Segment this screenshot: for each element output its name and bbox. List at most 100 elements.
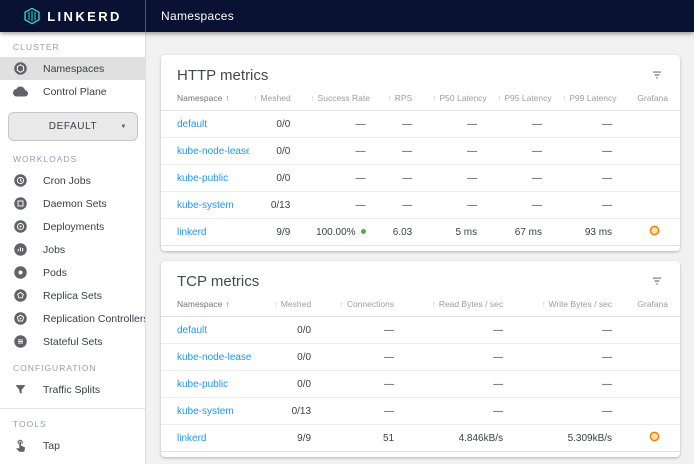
namespace-link[interactable]: default <box>177 118 208 130</box>
namespace-link[interactable]: kube-system <box>177 199 234 211</box>
meshed-cell: 0/0 <box>254 343 328 371</box>
column-header-read-bytes[interactable]: ↑ Read Bytes / sec <box>410 292 520 317</box>
p99-cell: — <box>558 164 629 192</box>
sidebar-item-label: Cron Jobs <box>43 174 91 187</box>
table-row: default 0/0 — — — <box>161 316 680 344</box>
tcp-metrics-card: TCP metrics Namespace ↑ ↑ Meshed ↑ Connecti… <box>161 261 680 457</box>
sidebar-section-cluster: CLUSTER <box>13 42 60 52</box>
table-row: kube-system 0/13 — — — — — <box>161 191 680 219</box>
write-bytes-cell: — <box>519 370 629 398</box>
write-bytes-cell: 5.309kB/s <box>519 424 629 452</box>
table-header-row: Namespace ↑ ↑ Meshed ↑ Success Rate ↑ RPS ↑ P… <box>161 86 680 111</box>
table-row: linkerd 9/9 100.00% 6.03 5 ms 67 ms 93 m… <box>161 218 680 246</box>
namespace-selector-value: DEFAULT <box>48 121 98 132</box>
sidebar-item-namespaces[interactable]: Namespaces <box>0 57 145 80</box>
column-header-p99[interactable]: ↑ P99 Latency <box>558 86 629 111</box>
p99-cell: — <box>558 191 629 219</box>
sort-asc-icon: ↑ <box>225 299 230 309</box>
sidebar-item-deployments[interactable]: Deployments <box>0 215 145 238</box>
sidebar-item-top[interactable]: Top <box>0 457 145 464</box>
namespace-link[interactable]: kube-public <box>177 378 229 390</box>
sort-asc-icon: ↑ <box>339 299 344 309</box>
sidebar-item-pods[interactable]: Pods <box>0 261 145 284</box>
success-status-dot <box>360 228 366 234</box>
sort-asc-icon: ↑ <box>541 299 546 309</box>
column-header-connections[interactable]: ↑ Connections <box>327 292 411 317</box>
p50-cell: — <box>428 137 494 165</box>
namespace-link[interactable]: kube-system <box>177 405 234 417</box>
filter-icon[interactable] <box>648 272 666 290</box>
column-header-p50[interactable]: ↑ P50 Latency <box>428 86 494 111</box>
http-metrics-table: Namespace ↑ ↑ Meshed ↑ Success Rate ↑ RPS ↑ P… <box>161 86 680 246</box>
success-rate-cell: 100.00% <box>306 218 382 246</box>
p99-cell: — <box>558 137 629 165</box>
namespace-link[interactable]: linkerd <box>177 226 207 238</box>
sidebar-item-tap[interactable]: Tap <box>0 434 145 457</box>
table-header-row: Namespace ↑ ↑ Meshed ↑ Connections ↑ Read By… <box>161 292 680 317</box>
namespace-selector[interactable]: DEFAULT ▼ <box>8 112 138 141</box>
grafana-cell <box>628 218 680 246</box>
namespace-link[interactable]: default <box>177 324 208 336</box>
rps-cell: — <box>381 137 429 165</box>
sort-asc-icon: ↑ <box>225 93 230 103</box>
traffic-splits-icon <box>13 382 28 397</box>
sidebar-item-daemon-sets[interactable]: Daemon Sets <box>0 192 145 215</box>
write-bytes-cell: — <box>519 343 629 371</box>
sidebar-item-traffic-splits[interactable]: Traffic Splits <box>0 378 145 401</box>
meshed-cell: 0/0 <box>254 316 328 344</box>
rps-cell: — <box>381 191 429 219</box>
sidebar-item-stateful-sets[interactable]: Stateful Sets <box>0 330 145 353</box>
meshed-cell: 9/9 <box>254 424 328 452</box>
sidebar-item-label: Top <box>43 463 60 464</box>
sidebar-item-replica-sets[interactable]: Replica Sets <box>0 284 145 307</box>
column-header-grafana: Grafana <box>628 292 680 317</box>
replication-controllers-icon <box>13 311 28 326</box>
column-header-meshed[interactable]: ↑ Meshed <box>249 86 307 111</box>
page-title: Namespaces <box>161 9 235 23</box>
column-header-p95[interactable]: ↑ P95 Latency <box>493 86 558 111</box>
read-bytes-cell: — <box>410 343 520 371</box>
cron-jobs-icon <box>13 173 28 188</box>
namespace-link[interactable]: kube-node-lease <box>177 351 252 363</box>
grafana-cell <box>628 343 680 371</box>
sidebar-item-cron-jobs[interactable]: Cron Jobs <box>0 169 145 192</box>
column-header-namespace[interactable]: Namespace ↑ <box>161 292 255 317</box>
tap-icon <box>13 438 28 453</box>
grafana-cell <box>628 137 680 165</box>
connections-cell: — <box>327 370 411 398</box>
sidebar-item-label: Stateful Sets <box>43 335 103 348</box>
brand-logo[interactable]: LINKERD <box>0 0 146 32</box>
table-row: kube-system 0/13 — — — <box>161 397 680 425</box>
sidebar-section-tools: TOOLS <box>13 419 47 429</box>
sidebar-item-label: Traffic Splits <box>43 383 101 396</box>
meshed-cell: 0/13 <box>254 397 328 425</box>
grafana-icon[interactable] <box>649 225 660 239</box>
table-row: kube-node-lease 0/0 — — — <box>161 343 680 371</box>
namespace-link[interactable]: kube-node-lease <box>177 145 250 157</box>
column-header-rps[interactable]: ↑ RPS <box>381 86 429 111</box>
sort-asc-icon: ↑ <box>310 93 315 103</box>
tcp-metrics-title: TCP metrics <box>177 272 260 290</box>
sidebar-item-replication-controllers[interactable]: Replication Controllers <box>0 307 145 330</box>
rps-cell: — <box>381 164 429 192</box>
column-header-success-rate[interactable]: ↑ Success Rate <box>306 86 382 111</box>
sort-asc-icon: ↑ <box>497 93 502 103</box>
read-bytes-cell: — <box>410 316 520 344</box>
namespace-link[interactable]: linkerd <box>177 432 207 444</box>
sidebar-divider <box>0 408 145 409</box>
grafana-cell <box>628 316 680 344</box>
namespace-link[interactable]: kube-public <box>177 172 229 184</box>
grafana-icon[interactable] <box>649 431 660 445</box>
sidebar: CLUSTER Namespaces Control Plane DEFAULT… <box>0 32 146 464</box>
sidebar-item-jobs[interactable]: Jobs <box>0 238 145 261</box>
daemon-sets-icon <box>13 196 28 211</box>
column-header-meshed[interactable]: ↑ Meshed <box>254 292 328 317</box>
p50-cell: 5 ms <box>428 218 494 246</box>
filter-icon[interactable] <box>648 66 666 84</box>
read-bytes-cell: — <box>410 370 520 398</box>
sidebar-item-control-plane[interactable]: Control Plane <box>0 80 145 103</box>
column-header-namespace[interactable]: Namespace ↑ <box>161 86 250 111</box>
column-header-write-bytes[interactable]: ↑ Write Bytes / sec <box>519 292 629 317</box>
jobs-icon <box>13 242 28 257</box>
rps-cell: — <box>381 110 429 138</box>
